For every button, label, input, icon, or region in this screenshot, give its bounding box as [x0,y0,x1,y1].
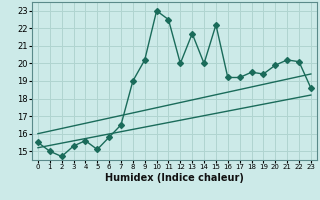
X-axis label: Humidex (Indice chaleur): Humidex (Indice chaleur) [105,173,244,183]
